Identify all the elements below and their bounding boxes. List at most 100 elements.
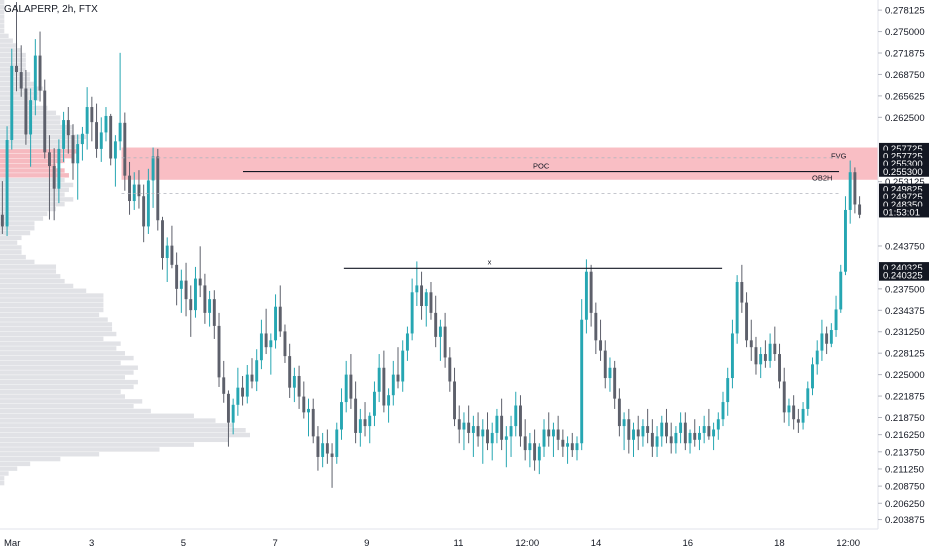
candle-body — [0, 214, 4, 227]
candle-body — [641, 426, 645, 437]
candle-body — [551, 429, 555, 437]
price-tag-bg — [879, 150, 929, 162]
x-tick-label: 14 — [591, 538, 602, 549]
candle-body — [316, 436, 320, 457]
candle-body — [325, 443, 329, 454]
candle-body — [95, 122, 99, 149]
price-tag-label: 0.249825 — [883, 185, 923, 196]
candle-body — [495, 415, 499, 433]
y-tick-label: 0.213750 — [885, 447, 925, 458]
y-tick-label: 0.262500 — [885, 113, 925, 124]
price-tag-bg — [879, 191, 929, 203]
candle-body — [792, 405, 796, 420]
volume-profile-bar — [0, 351, 125, 356]
x-tick-label: 12:00 — [836, 538, 860, 549]
price-tag-bg — [879, 165, 929, 177]
candle-body — [274, 306, 278, 341]
candle-body — [716, 419, 720, 430]
y-tick-label: 0.234375 — [885, 306, 925, 317]
volume-profile-bar — [0, 206, 57, 212]
volume-profile-bar — [0, 201, 65, 207]
candle-body — [683, 422, 687, 444]
candle-body — [481, 429, 485, 437]
y-tick-label: 0.275000 — [885, 27, 925, 38]
candle-body — [665, 422, 668, 437]
candle-body — [99, 132, 103, 149]
candle-body — [15, 65, 18, 73]
price-tag-bg — [879, 206, 929, 218]
y-tick-label: 0.203875 — [885, 515, 925, 526]
candle-body — [387, 395, 391, 406]
candle-body — [33, 55, 37, 101]
candle-body — [589, 271, 593, 313]
candle-body — [146, 180, 150, 227]
price-tag-bg — [879, 262, 929, 274]
volume-profile-bar — [0, 461, 31, 467]
level-label: POC — [533, 162, 550, 171]
volume-profile-bar — [0, 211, 48, 217]
x-tick-label: 5 — [181, 538, 186, 549]
candle-body — [278, 306, 282, 332]
volume-profile-bar — [0, 221, 35, 226]
volume-profile-bar — [0, 428, 246, 433]
candle-body — [636, 429, 640, 437]
volume-profile-bar — [0, 442, 194, 447]
candle-body — [740, 281, 744, 303]
volume-profile-bar — [0, 144, 78, 149]
volume-profile-bar — [0, 0, 5, 5]
candle-body — [787, 405, 791, 413]
x-tick-label: 18 — [774, 538, 785, 549]
price-tag-label: 0.248350 — [883, 200, 923, 211]
candle-body — [655, 436, 659, 447]
volume-profile-bar — [0, 197, 74, 202]
volume-profile-bar — [0, 91, 39, 96]
candle-body — [377, 367, 381, 392]
candle-body — [570, 443, 574, 451]
volume-profile-bar — [0, 38, 13, 43]
x-tick-label: 3 — [89, 538, 94, 549]
volume-profile-bar — [0, 250, 22, 255]
volume-profile-bar — [0, 322, 113, 327]
volume-profile-bar — [0, 379, 138, 385]
x-tick-label: 11 — [454, 538, 464, 549]
volume-profile-bar — [0, 226, 35, 231]
candle-body — [109, 115, 113, 159]
candle-body — [245, 374, 249, 397]
volume-profile-bar — [0, 298, 104, 303]
candle-body — [24, 88, 28, 135]
volume-profile-bar — [0, 153, 74, 159]
volume-profile-bar — [0, 216, 44, 221]
y-tick-label: 0.206250 — [885, 499, 925, 510]
candle-body — [29, 100, 33, 135]
candle-body — [340, 402, 343, 430]
candle-body — [759, 354, 763, 365]
candle-body — [462, 422, 466, 430]
candle-body — [646, 426, 650, 433]
volume-profile-bar — [0, 52, 26, 58]
candle-body — [372, 391, 376, 416]
candle-body — [749, 340, 753, 348]
volume-profile-bar — [0, 134, 87, 140]
volume-profile-bar — [0, 480, 5, 486]
x-tick-label: 9 — [364, 538, 369, 549]
candle-body — [467, 422, 471, 433]
candle-body — [302, 396, 306, 413]
candle-body — [820, 333, 824, 351]
candle-body — [128, 175, 131, 202]
volume-profile-bar — [0, 288, 87, 293]
candle-body — [500, 415, 504, 440]
candle-body — [161, 220, 164, 258]
volume-profile-bar — [0, 269, 57, 274]
price-tag-label: 0.257725 — [883, 152, 923, 163]
candle-body — [156, 156, 160, 221]
candle-body — [811, 364, 814, 389]
candle-body — [796, 419, 800, 423]
candle-body — [255, 360, 259, 382]
candle-body — [19, 72, 23, 89]
candle-body — [580, 319, 584, 444]
candle-body — [735, 281, 739, 334]
volume-profile-bar — [0, 341, 121, 346]
x-tick-label: 16 — [682, 538, 693, 549]
price-tag-label: 0.249725 — [883, 192, 923, 203]
